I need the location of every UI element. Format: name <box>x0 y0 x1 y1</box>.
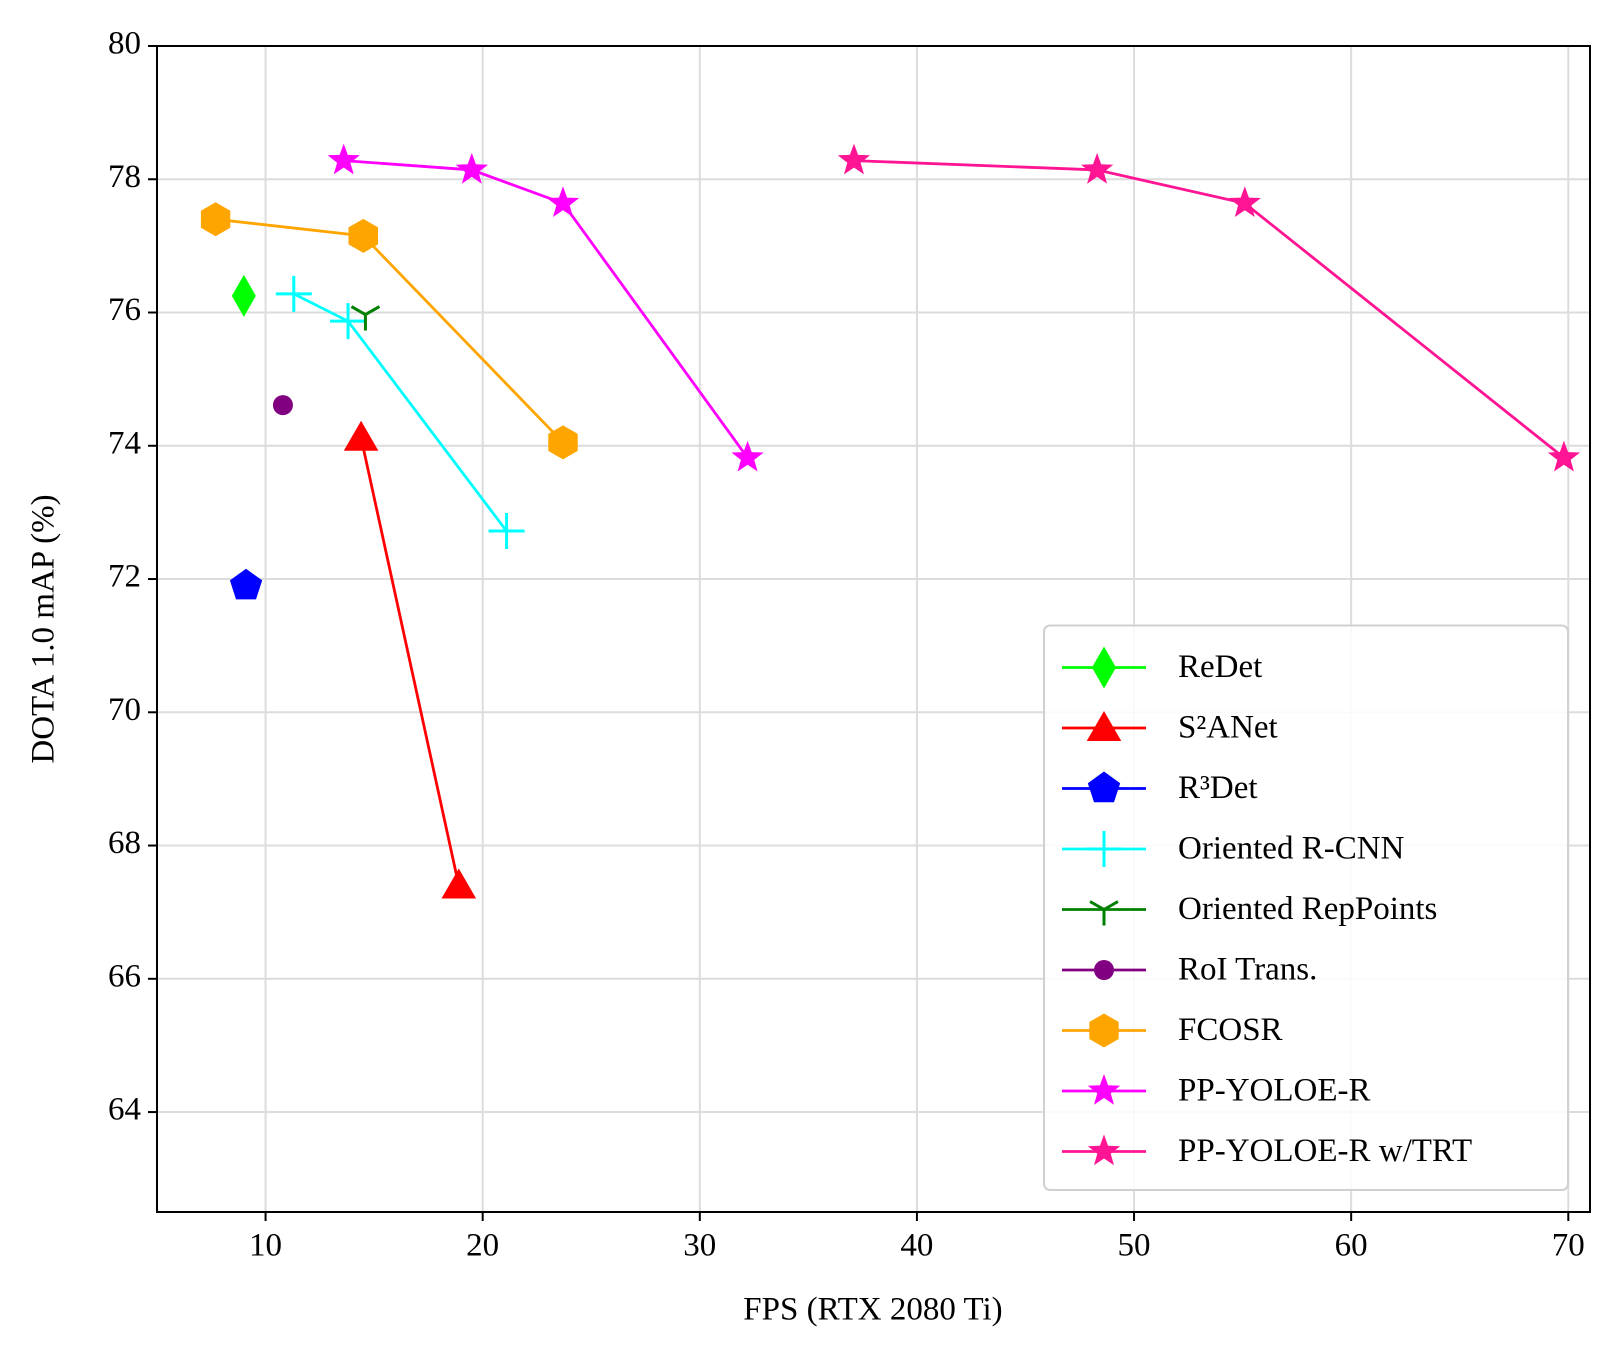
x-tick-label: 30 <box>683 1228 716 1264</box>
marker <box>231 274 256 317</box>
series-line <box>215 217 565 444</box>
legend: ReDet S²ANet R³Det Oriented R-CNN Oriented R… <box>1043 624 1569 1191</box>
series-line <box>293 292 508 532</box>
marker <box>1547 440 1581 472</box>
legend-label: PP-YOLOE-R w/TRT <box>1178 1133 1472 1169</box>
marker <box>229 568 263 600</box>
marker <box>441 868 477 899</box>
marker <box>546 186 580 217</box>
marker <box>1228 186 1261 217</box>
marker <box>1094 960 1114 980</box>
x-tick-label: 70 <box>1552 1228 1585 1264</box>
legend-label: RoI Trans. <box>1178 952 1317 988</box>
legend-label: PP-YOLOE-R <box>1178 1073 1371 1109</box>
y-axis-label: DOTA 1.0 mAP (%) <box>26 494 62 763</box>
legend-label: R³Det <box>1178 770 1258 806</box>
y-tick-label: 72 <box>108 559 141 595</box>
x-axis-label: FPS (RTX 2080 Ti) <box>743 1292 1002 1328</box>
x-tick-label: 10 <box>249 1228 282 1264</box>
x-tick-label: 60 <box>1335 1228 1368 1264</box>
y-tick-label: 66 <box>108 958 141 994</box>
y-tick-label: 70 <box>108 692 141 728</box>
legend-label: FCOSR <box>1178 1012 1283 1048</box>
x-tick-label: 40 <box>900 1228 933 1264</box>
legend-label: Oriented R-CNN <box>1178 831 1405 867</box>
marker <box>488 513 525 550</box>
marker <box>1089 900 1119 926</box>
marker <box>1081 152 1114 184</box>
series-line <box>343 159 749 459</box>
y-tick-label: 78 <box>108 159 141 195</box>
y-tick-label: 80 <box>108 26 141 62</box>
marker <box>455 152 488 184</box>
x-tick-label: 20 <box>466 1228 499 1264</box>
marker <box>348 218 378 253</box>
legend-label: S²ANet <box>1178 710 1278 746</box>
marker <box>275 275 312 312</box>
plot-frame <box>156 45 1591 1213</box>
marker <box>330 303 367 340</box>
marker <box>350 305 381 331</box>
y-tick-label: 74 <box>108 425 141 461</box>
marker <box>548 425 578 460</box>
marker <box>200 202 231 237</box>
marker <box>1086 711 1122 741</box>
marker <box>343 420 379 451</box>
legend-label: ReDet <box>1178 649 1262 685</box>
marker <box>327 143 360 175</box>
y-tick-label: 64 <box>108 1092 141 1128</box>
marker <box>1087 1134 1121 1166</box>
marker <box>1086 831 1122 867</box>
marker <box>1089 1013 1119 1048</box>
marker <box>731 440 764 472</box>
series-line <box>359 437 461 886</box>
legend-box <box>1043 624 1569 1191</box>
y-tick-label: 68 <box>108 825 141 861</box>
series-line <box>853 159 1565 459</box>
legend-label: Oriented RepPoints <box>1178 891 1437 927</box>
x-tick-label: 50 <box>1118 1228 1151 1264</box>
marker <box>1087 771 1121 803</box>
y-tick-label: 76 <box>108 292 141 328</box>
marker <box>1087 1074 1121 1105</box>
marker <box>837 143 871 175</box>
marker <box>272 395 293 416</box>
marker <box>1092 646 1116 689</box>
